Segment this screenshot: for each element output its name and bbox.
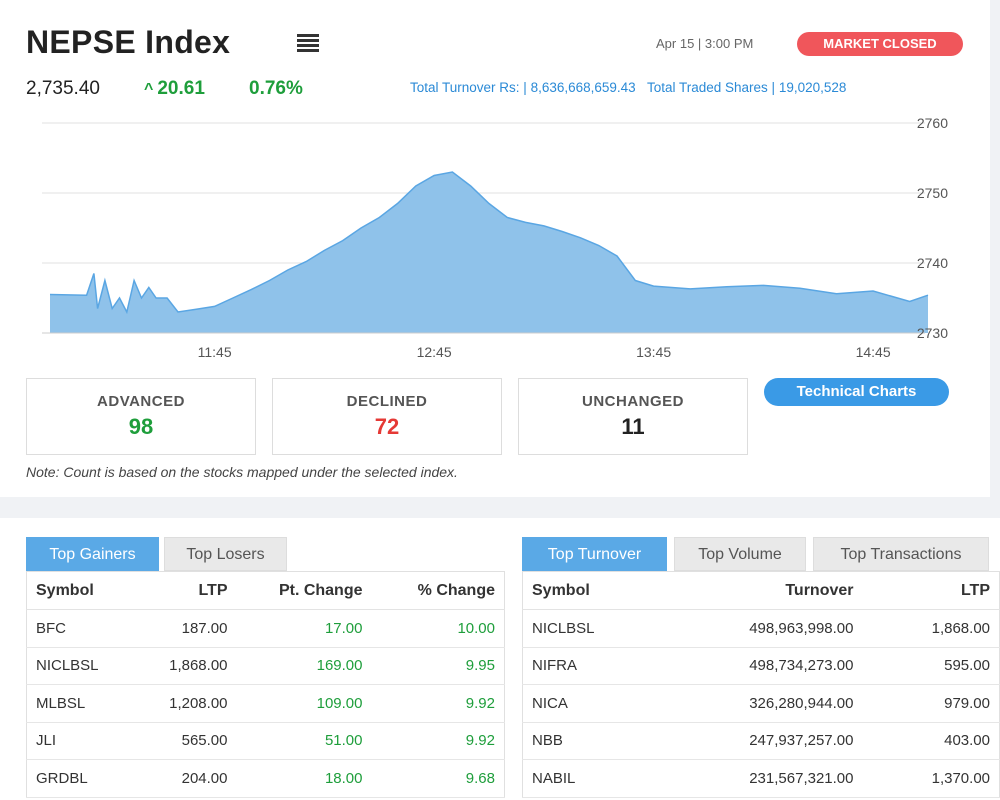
caret-up-icon: ^: [144, 81, 154, 98]
symbol-cell[interactable]: NICLBSL: [522, 609, 643, 648]
col-symbol[interactable]: Symbol: [522, 571, 643, 610]
symbol-cell[interactable]: JLI: [26, 722, 127, 760]
unchanged-label: UNCHANGED: [582, 393, 684, 410]
x-tick-label: 11:45: [198, 344, 232, 360]
y-tick-label: 2740: [917, 255, 948, 271]
col-symbol[interactable]: Symbol: [26, 571, 127, 610]
col-pt-change[interactable]: Pt. Change: [236, 571, 372, 610]
table-header-row: Symbol LTP Pt. Change % Change: [26, 571, 505, 610]
declined-box: DECLINED 72: [272, 378, 502, 455]
pt-change-cell: 17.00: [236, 609, 372, 648]
market-summary: Total Turnover Rs: | 8,636,668,659.43 To…: [410, 80, 846, 95]
symbol-cell[interactable]: NBB: [522, 722, 643, 760]
pt-change-cell: 18.00: [236, 759, 372, 798]
pct-change-cell: 10.00: [371, 609, 505, 648]
turnover-table: Symbol Turnover LTP NICLBSL 498,963,998.0…: [522, 571, 1000, 798]
col-ltp[interactable]: LTP: [862, 571, 1000, 610]
symbol-cell[interactable]: BFC: [26, 609, 127, 648]
table-row[interactable]: NABIL 231,567,321.00 1,370.00: [522, 759, 1000, 798]
gainers-table: Symbol LTP Pt. Change % Change BFC 187.00…: [26, 571, 505, 798]
declined-label: DECLINED: [346, 393, 428, 410]
series-area: [50, 172, 928, 333]
menu-icon[interactable]: [297, 34, 319, 52]
declined-count: 72: [374, 414, 400, 439]
market-status-badge: MARKET CLOSED: [797, 32, 963, 56]
col-turnover[interactable]: Turnover: [642, 571, 863, 610]
pct-change-cell: 9.68: [371, 759, 505, 798]
advanced-label: ADVANCED: [97, 393, 185, 410]
turnover-cell: 498,734,273.00: [642, 647, 863, 685]
pt-change-cell: 51.00: [236, 722, 372, 760]
technical-charts-button[interactable]: Technical Charts: [764, 378, 949, 406]
shares-label: Total Traded Shares |: [646, 80, 776, 95]
y-tick-label: 2760: [917, 115, 948, 131]
index-change: ^ 20.61: [144, 78, 205, 100]
y-tick-label: 2730: [917, 325, 948, 341]
x-tick-label: 13:45: [636, 344, 671, 360]
symbol-cell[interactable]: NICA: [522, 684, 643, 723]
index-chart-svg: 2760 2750 2740 2730 11:45 12:45 13:45 14:45: [42, 115, 948, 360]
table-row[interactable]: NIFRA 498,734,273.00 595.00: [522, 647, 1000, 685]
market-datetime: Apr 15 | 3:00 PM: [656, 36, 754, 51]
symbol-cell[interactable]: NIFRA: [522, 647, 643, 685]
table-row[interactable]: GRDBL 204.00 18.00 9.68: [26, 759, 505, 798]
ltp-cell: 403.00: [862, 722, 1000, 760]
page-title: NEPSE Index: [26, 24, 231, 60]
tab-top-volume[interactable]: Top Volume: [674, 537, 806, 571]
symbol-cell[interactable]: NICLBSL: [26, 647, 127, 685]
turnover-cell: 231,567,321.00: [642, 759, 863, 798]
series-line: [49, 171, 929, 315]
ltp-cell: 204.00: [126, 759, 237, 798]
ltp-cell: 1,208.00: [126, 684, 237, 723]
x-tick-label: 12:45: [417, 344, 452, 360]
table-row[interactable]: MLBSL 1,208.00 109.00 9.92: [26, 684, 505, 723]
pct-change-cell: 9.92: [371, 722, 505, 760]
unchanged-box: UNCHANGED 11: [518, 378, 748, 455]
table-row[interactable]: NICLBSL 1,868.00 169.00 9.95: [26, 647, 505, 685]
pct-change-cell: 9.95: [371, 647, 505, 685]
index-change-percent: 0.76%: [249, 78, 303, 99]
index-value: 2,735.40: [26, 78, 100, 99]
symbol-cell[interactable]: GRDBL: [26, 759, 127, 798]
ltp-cell: 565.00: [126, 722, 237, 760]
table-row[interactable]: JLI 565.00 51.00 9.92: [26, 722, 505, 760]
ltp-cell: 1,370.00: [862, 759, 1000, 798]
pt-change-cell: 109.00: [236, 684, 372, 723]
table-header-row: Symbol Turnover LTP: [522, 571, 1000, 610]
turnover-cell: 498,963,998.00: [642, 609, 863, 648]
turnover-value: 8,636,668,659.43: [530, 80, 636, 95]
ltp-cell: 595.00: [862, 647, 1000, 685]
x-tick-label: 14:45: [856, 344, 891, 360]
ltp-cell: 1,868.00: [126, 647, 237, 685]
unchanged-count: 11: [621, 414, 645, 439]
symbol-cell[interactable]: MLBSL: [26, 684, 127, 723]
tab-top-gainers[interactable]: Top Gainers: [26, 537, 159, 571]
table-row[interactable]: NBB 247,937,257.00 403.00: [522, 722, 1000, 760]
tab-top-losers[interactable]: Top Losers: [164, 537, 287, 571]
table-row[interactable]: NICLBSL 498,963,998.00 1,868.00: [522, 609, 1000, 648]
advanced-count: 98: [128, 414, 154, 439]
ltp-cell: 1,868.00: [862, 609, 1000, 648]
turnover-cell: 326,280,944.00: [642, 684, 863, 723]
index-change-value: 20.61: [157, 78, 205, 99]
tab-top-transactions[interactable]: Top Transactions: [813, 537, 989, 571]
turnover-label: Total Turnover Rs: |: [410, 80, 527, 95]
col-pct-change[interactable]: % Change: [371, 571, 505, 610]
ltp-cell: 187.00: [126, 609, 237, 648]
table-row[interactable]: NICA 326,280,944.00 979.00: [522, 684, 1000, 723]
ltp-cell: 979.00: [862, 684, 1000, 723]
y-tick-label: 2750: [917, 185, 948, 201]
symbol-cell[interactable]: NABIL: [522, 759, 643, 798]
index-chart[interactable]: 2760 2750 2740 2730 11:45 12:45 13:45 14:45: [0, 100, 990, 370]
pt-change-cell: 169.00: [236, 647, 372, 685]
col-ltp[interactable]: LTP: [126, 571, 237, 610]
turnover-cell: 247,937,257.00: [642, 722, 863, 760]
table-row[interactable]: BFC 187.00 17.00 10.00: [26, 609, 505, 648]
breadth-note: Note: Count is based on the stocks mappe…: [26, 464, 458, 480]
pct-change-cell: 9.92: [371, 684, 505, 723]
tab-top-turnover[interactable]: Top Turnover: [522, 537, 667, 571]
shares-value: 19,020,528: [778, 80, 847, 95]
advanced-box: ADVANCED 98: [26, 378, 256, 455]
